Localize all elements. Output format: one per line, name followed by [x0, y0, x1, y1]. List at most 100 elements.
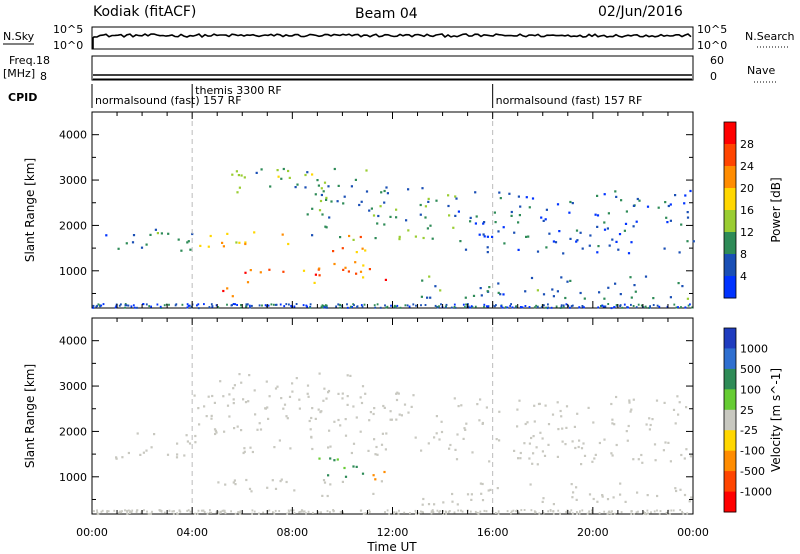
data-cell — [614, 282, 617, 285]
data-cell — [460, 509, 462, 512]
data-cell — [632, 305, 635, 307]
data-cell — [429, 224, 432, 227]
data-cell — [280, 397, 283, 400]
data-cell — [430, 510, 433, 513]
x-tick-label: 08:00 — [276, 526, 308, 539]
data-cell — [213, 401, 216, 404]
data-cell — [467, 305, 470, 308]
data-cell — [447, 194, 450, 197]
nsky-tick-low: 10^0 — [53, 39, 83, 52]
data-cell — [494, 512, 497, 514]
data-cell — [346, 303, 348, 306]
data-cell — [329, 457, 332, 460]
data-cell — [646, 205, 650, 208]
data-cell — [518, 399, 521, 402]
data-cell — [568, 211, 571, 214]
data-cell — [603, 510, 606, 513]
data-cell — [125, 242, 128, 245]
data-cell — [581, 305, 584, 307]
data-cell — [571, 304, 574, 307]
data-cell — [248, 487, 252, 490]
data-cell — [235, 170, 238, 173]
data-cell — [397, 512, 400, 515]
data-cell — [343, 466, 346, 470]
data-cell — [211, 394, 214, 398]
data-cell — [455, 197, 458, 200]
date-title: 02/Jun/2016 — [598, 4, 683, 20]
data-cell — [519, 306, 522, 308]
data-cell — [686, 512, 689, 515]
data-cell — [433, 503, 436, 506]
data-cell — [242, 451, 245, 455]
data-cell — [100, 510, 103, 513]
data-cell — [644, 275, 648, 278]
data-cell — [479, 398, 482, 401]
data-cell — [429, 296, 432, 299]
data-cell — [326, 510, 329, 513]
data-cell — [542, 512, 545, 515]
data-cell — [607, 303, 610, 305]
data-cell — [603, 438, 606, 441]
data-cell — [675, 306, 678, 309]
data-cell — [344, 434, 348, 437]
data-cell — [551, 413, 555, 416]
data-cell — [246, 281, 250, 284]
data-cell — [510, 512, 512, 515]
data-cell — [580, 447, 584, 450]
data-cell — [233, 427, 236, 430]
data-cell — [171, 510, 174, 513]
data-band-1 — [199, 231, 290, 248]
data-cell — [539, 431, 542, 434]
data-cell — [355, 272, 358, 275]
data-cell — [570, 305, 573, 308]
data-cell — [145, 303, 148, 306]
data-band-0 — [105, 228, 194, 252]
data-cell — [428, 275, 431, 278]
data-cell — [115, 456, 118, 459]
data-cell — [631, 510, 633, 513]
data-cell — [285, 480, 288, 484]
data-cell — [380, 443, 384, 446]
freq-panel: Freq. [MHz] 18 8 60 0 Nave CPID — [3, 54, 778, 104]
colorbar-tick-label: 100 — [740, 383, 761, 396]
nsky-trace — [92, 33, 692, 49]
data-cell — [457, 509, 460, 512]
data-cell — [478, 419, 481, 422]
data-cell — [588, 510, 591, 513]
data-cell — [427, 200, 430, 203]
data-cell — [415, 512, 417, 515]
data-cell — [499, 293, 502, 296]
data-cell — [449, 443, 452, 447]
data-cell — [236, 191, 239, 194]
data-cell — [197, 407, 200, 410]
data-cell — [208, 306, 211, 309]
data-cell — [620, 511, 623, 514]
data-cell — [640, 453, 643, 457]
data-cell — [244, 242, 247, 246]
data-cell — [341, 247, 344, 250]
data-cell — [240, 174, 243, 177]
data-cell — [96, 509, 98, 512]
data-cell — [393, 511, 396, 514]
data-cell — [464, 428, 467, 431]
data-cell — [601, 304, 604, 307]
data-cell — [419, 213, 422, 216]
data-cell — [234, 512, 237, 515]
data-cell — [457, 210, 460, 213]
data-cell — [547, 306, 550, 309]
data-cell — [368, 209, 371, 212]
data-cell — [121, 510, 123, 513]
data-cell — [277, 175, 280, 178]
data-cell — [456, 503, 459, 506]
data-cell — [309, 306, 311, 309]
data-cell — [115, 457, 118, 460]
data-cell — [320, 187, 323, 190]
data-cell — [259, 271, 262, 274]
data-cell — [510, 303, 512, 306]
data-cell — [453, 303, 456, 306]
data-cell — [339, 510, 342, 513]
data-cell — [493, 211, 496, 214]
data-cell — [556, 203, 560, 206]
data-cell — [253, 510, 256, 513]
data-cell — [240, 304, 242, 306]
